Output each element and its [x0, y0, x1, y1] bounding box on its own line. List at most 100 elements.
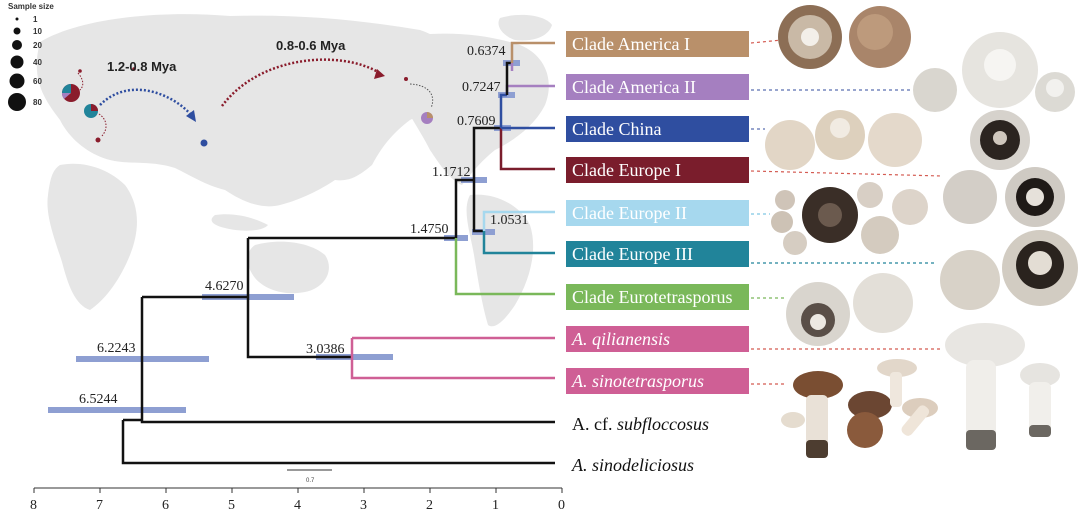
europe-dot-north: [78, 69, 82, 73]
species-epithet-sinodeliciosus: sinodeliciosus: [592, 455, 694, 475]
node-label-6.2243: 6.2243: [97, 341, 136, 356]
species-prefix-subfloccosus: A. cf.: [572, 414, 617, 434]
clade-label-america-i: Clade America I: [572, 34, 690, 54]
connector-europe-i: [750, 170, 943, 177]
legend-dot-1: [15, 17, 19, 21]
clade-box-qilianensis: [566, 326, 749, 352]
legend-size-40: 40: [33, 58, 42, 67]
species-label-subfloccosus: A. cf. subfloccosus: [572, 414, 709, 434]
sample-size-legend: Sample size 1 10 20 40 60 80: [8, 2, 54, 111]
legend-size-80: 80: [33, 98, 42, 107]
clade-label-china: Clade China: [572, 119, 661, 139]
legend-dot-80: [8, 93, 26, 111]
map-africa: [47, 163, 137, 310]
clade-label-europe-ii: Clade Europe II: [572, 203, 687, 223]
axis-tick-label: 8: [30, 498, 37, 513]
map-australia: [247, 241, 329, 294]
migration-label-2: 0.8-0.6 Mya: [276, 38, 346, 53]
branch-4.6270: [246, 238, 352, 359]
connector-america-i: [750, 39, 783, 44]
legend-dot-10: [13, 27, 21, 35]
europe-pie-medium: [84, 104, 98, 118]
clade-label-europe-iii: Clade Europe III: [572, 244, 693, 264]
branch-1.4750-upper: [454, 178, 474, 238]
node-labels: 0.6374 0.7247 0.7609 1.1712 1.0531 1.475…: [79, 44, 529, 407]
scale-bar-label: 0.7: [306, 478, 315, 484]
branch-root: [121, 420, 555, 465]
local-arrow-america: [409, 83, 434, 109]
clade-box-china: [566, 116, 749, 142]
legend-size-60: 60: [33, 77, 42, 86]
arrowhead-eurasia-america: [374, 69, 385, 79]
map-greenland: [498, 14, 552, 41]
america-pie: [421, 112, 433, 124]
migration-arrows: [77, 58, 434, 138]
arrowhead-europe-china: [186, 110, 196, 122]
local-arrow-europe-2: [98, 113, 107, 138]
population-pies: [61, 67, 433, 147]
map-indonesia: [211, 214, 268, 231]
axis-tick-label: 2: [426, 498, 433, 513]
hpd-bar-3.0386: [316, 354, 393, 360]
america-dot-red: [404, 77, 408, 81]
clade-box-sinotetrasporus: [566, 368, 749, 394]
branch-sinotetrasporus: [350, 338, 555, 380]
time-axis: 8 7 6 5 4 3 2 1 0: [30, 487, 565, 513]
node-label-1.1712: 1.1712: [432, 165, 471, 180]
mushroom-photo-sinotetrasporus: [781, 359, 938, 458]
node-label-1.4750: 1.4750: [410, 222, 449, 237]
axis-ticks: [33, 488, 563, 493]
branch-1.1712-upper: [472, 126, 501, 180]
node-label-6.5244: 6.5244: [79, 392, 118, 407]
map-eurasia: [36, 14, 457, 207]
mushroom-photos: [765, 5, 1078, 458]
world-map: [36, 14, 552, 327]
species-epithet-subfloccosus: subfloccosus: [617, 414, 709, 434]
node-label-0.6374: 0.6374: [467, 44, 506, 59]
hpd-bar-6.5244: [48, 407, 186, 413]
node-label-0.7247: 0.7247: [462, 80, 501, 95]
europe-dot-small: [95, 137, 101, 143]
mushroom-photo-america-ii: [913, 32, 1075, 112]
legend-size-1: 1: [33, 15, 38, 24]
axis-tick-label: 0: [558, 498, 565, 513]
china-dot: [200, 139, 208, 147]
species-label-sinodeliciosus: A. sinodeliciosus: [571, 455, 694, 475]
clade-box-europe-i: [566, 157, 749, 183]
branch-europe-ii: [482, 210, 555, 231]
legend-dot-60: [9, 73, 25, 89]
migration-label-1: 1.2-0.8 Mya: [107, 59, 177, 74]
clade-label-eurotetrasporus: Clade Eurotetrasporus: [572, 287, 732, 307]
clade-box-europe-iii: [566, 241, 749, 267]
node-label-4.6270: 4.6270: [205, 279, 244, 294]
mushroom-photo-china: [765, 110, 922, 170]
mushroom-photo-europe-i: [943, 110, 1065, 227]
branch-europe-i: [499, 128, 555, 171]
clade-box-america-ii: [566, 74, 749, 100]
branch-america-i: [510, 41, 555, 63]
species-prefix-sinodeliciosus: A.: [571, 455, 592, 475]
scale-bar: 0.7: [287, 469, 332, 484]
branch-0.7247-upper: [505, 61, 512, 95]
mushroom-photo-eurotetrasporus: [786, 273, 913, 346]
mushroom-photo-europe-iii: [940, 230, 1078, 310]
clade-label-sinotetrasporus: A. sinotetrasporus: [571, 371, 704, 391]
legend-dot-40: [10, 55, 24, 69]
branch-1.1712: [472, 180, 484, 233]
clade-label-qilianensis: A. qilianensis: [571, 329, 670, 349]
clade-label-europe-i: Clade Europe I: [572, 160, 681, 180]
axis-tick-label: 6: [162, 498, 169, 513]
branch-6.2243: [140, 297, 555, 424]
mushroom-photo-qilianensis: [945, 323, 1060, 450]
legend-size-20: 20: [33, 41, 42, 50]
legend-size-10: 10: [33, 27, 42, 36]
axis-tick-label: 3: [360, 498, 367, 513]
axis-tick-label: 4: [294, 498, 301, 513]
clade-box-europe-ii: [566, 200, 749, 226]
node-label-0.7609: 0.7609: [457, 114, 496, 129]
clade-box-america-i: [566, 31, 749, 57]
clade-boxes: Clade America I Clade America II Clade C…: [566, 31, 749, 394]
mushroom-photo-america-i: [778, 5, 911, 69]
branch-eurotetrasporus: [454, 238, 555, 296]
